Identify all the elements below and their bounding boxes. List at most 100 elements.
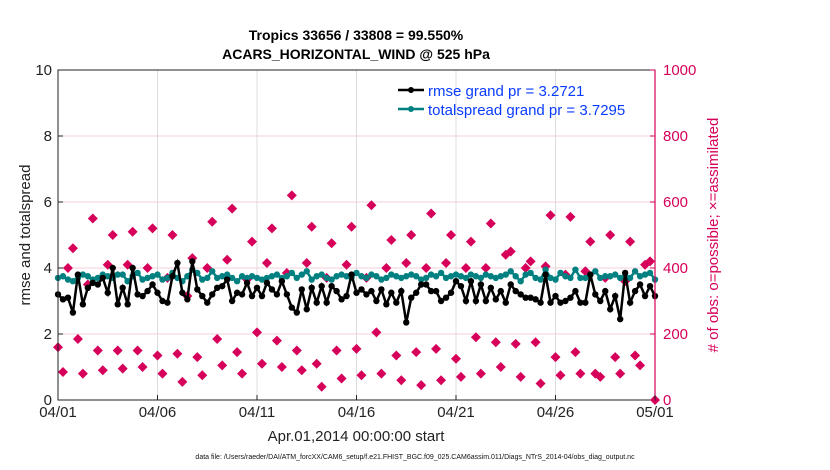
rmse-marker xyxy=(303,306,310,313)
rmse-marker xyxy=(139,292,146,300)
rmse-marker xyxy=(184,296,191,303)
totalspread-marker xyxy=(343,273,350,280)
rmse-marker xyxy=(522,294,529,301)
totalspread-marker xyxy=(612,271,619,278)
totalspread-marker xyxy=(472,273,480,280)
obs-count-marker xyxy=(77,368,88,379)
totalspread-marker xyxy=(577,274,584,282)
obs-count-marker xyxy=(386,234,397,245)
totalspread-marker xyxy=(94,274,102,282)
rmse-marker xyxy=(542,271,549,278)
rmse-marker xyxy=(233,289,241,296)
totalspread-marker xyxy=(403,273,410,280)
totalspread-marker xyxy=(233,278,241,285)
obs-count-marker xyxy=(192,352,203,363)
obs-count-marker xyxy=(550,352,561,363)
rmse-marker xyxy=(84,284,92,291)
rmse-marker xyxy=(442,294,450,301)
totalspread-marker xyxy=(507,268,514,275)
y-right-tick-label: 200 xyxy=(663,326,688,343)
obs-count-marker xyxy=(446,230,457,240)
totalspread-marker xyxy=(159,276,166,283)
totalspread-marker xyxy=(238,273,246,280)
obs-count-marker xyxy=(426,208,437,219)
totalspread-marker xyxy=(298,271,305,278)
rmse-marker xyxy=(144,287,151,295)
y-right-tick-label: 400 xyxy=(663,260,688,277)
totalspread-marker xyxy=(457,273,465,280)
rmse-marker xyxy=(278,278,286,285)
rmse-marker xyxy=(373,297,380,305)
rmse-marker xyxy=(129,264,136,272)
totalspread-marker xyxy=(562,273,569,280)
legend-label-rmse: rmse grand pr = 3.2721 xyxy=(428,83,584,100)
obs-count-marker xyxy=(645,256,656,267)
totalspread-marker xyxy=(487,273,495,280)
obs-count-marker xyxy=(291,345,302,356)
obs-count-marker xyxy=(177,376,188,387)
y-tick-label: 0 xyxy=(44,392,52,409)
rmse-marker xyxy=(447,289,455,296)
rmse-marker xyxy=(492,296,499,303)
rmse-marker xyxy=(383,301,390,308)
obs-count-marker xyxy=(470,332,481,343)
totalspread-marker xyxy=(84,273,92,280)
obs-count-marker xyxy=(266,223,277,234)
obs-count-marker xyxy=(306,221,317,232)
rmse-marker xyxy=(552,292,559,300)
rmse-marker xyxy=(293,309,300,316)
rmse-marker xyxy=(641,292,649,300)
totalspread-marker xyxy=(199,276,206,283)
totalspread-marker xyxy=(124,278,131,285)
totalspread-marker xyxy=(338,271,345,278)
totalspread-marker xyxy=(69,278,77,285)
rmse-marker xyxy=(74,271,82,278)
y-right-tick-label: 800 xyxy=(663,128,688,145)
rmse-marker xyxy=(572,287,579,295)
totalspread-marker xyxy=(557,269,564,277)
legend: rmse grand pr = 3.2721 totalspread grand… xyxy=(398,83,625,119)
totalspread-marker xyxy=(607,273,614,280)
obs-count-marker xyxy=(376,368,387,379)
obs-count-marker xyxy=(455,371,466,382)
rmse-marker xyxy=(353,289,360,296)
rmse-marker xyxy=(587,271,594,278)
rmse-marker xyxy=(607,306,614,313)
rmse-marker xyxy=(462,297,470,305)
obs-count-marker xyxy=(232,347,243,358)
totalspread-marker xyxy=(462,274,470,282)
rmse-marker xyxy=(164,299,171,306)
rmse-marker xyxy=(238,291,246,298)
obs-count-marker xyxy=(276,362,287,372)
totalspread-marker xyxy=(641,271,649,278)
rmse-marker xyxy=(114,301,121,308)
rmse-marker xyxy=(179,289,186,296)
rmse-marker xyxy=(497,287,504,295)
obs-count-marker xyxy=(520,263,531,273)
rmse-marker xyxy=(64,294,72,301)
totalspread-marker xyxy=(442,274,450,282)
totalspread-marker xyxy=(567,274,574,282)
totalspread-marker xyxy=(552,276,559,283)
obs-count-marker xyxy=(575,368,586,379)
rmse-marker xyxy=(422,281,430,288)
totalspread-marker xyxy=(572,266,579,273)
totalspread-marker xyxy=(293,274,300,282)
obs-count-marker xyxy=(271,335,282,346)
totalspread-marker xyxy=(144,274,151,282)
rmse-marker xyxy=(577,299,584,306)
legend-marker-totalspread xyxy=(408,106,414,112)
obs-count-marker xyxy=(505,246,516,257)
rmse-marker xyxy=(482,297,490,305)
obs-count-marker xyxy=(480,263,491,273)
rmse-marker xyxy=(258,292,266,300)
rmse-marker xyxy=(288,304,296,311)
rmse-marker xyxy=(134,291,141,298)
obs-count-marker xyxy=(396,375,407,386)
totalspread-marker xyxy=(134,269,141,277)
totalspread-marker xyxy=(154,271,161,278)
obs-count-marker xyxy=(311,358,322,369)
obs-count-marker xyxy=(212,333,223,344)
totalspread-marker xyxy=(393,273,400,280)
